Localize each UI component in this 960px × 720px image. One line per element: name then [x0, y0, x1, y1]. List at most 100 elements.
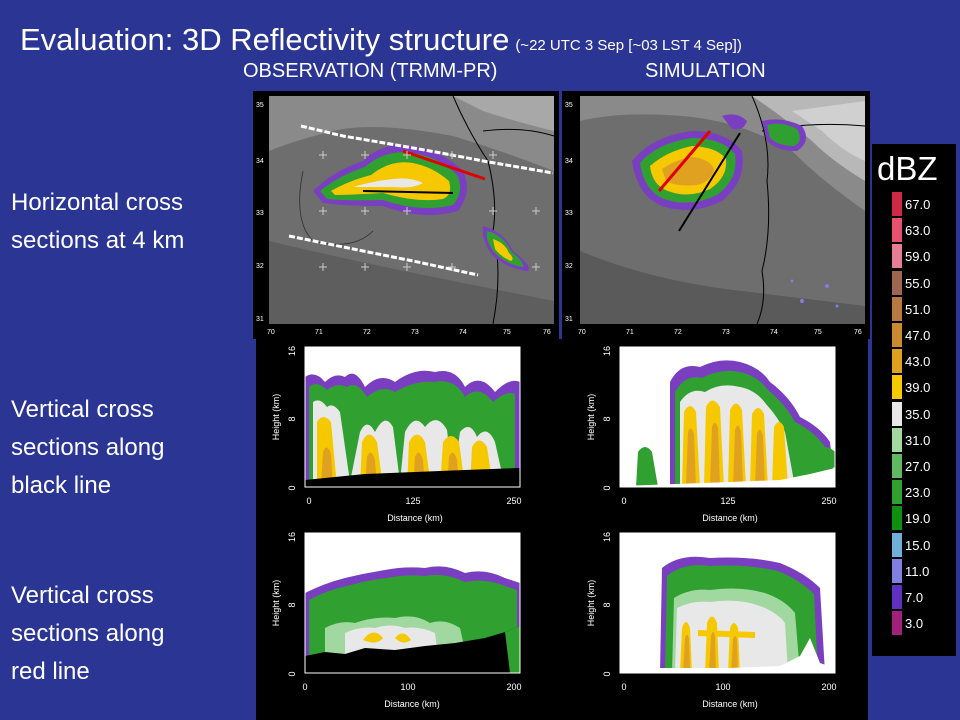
- vsec-obs-red-ylabel: Height (km): [271, 580, 281, 627]
- map-sim-lon-71: 71: [626, 329, 634, 336]
- legend-level: 31.0: [905, 432, 931, 448]
- legend-level: 23.0: [905, 485, 931, 501]
- map-sim-lon-73: 73: [722, 329, 730, 336]
- vsec-obs-red-y-0: 0: [287, 671, 297, 676]
- map-sim-lon-76: 76: [854, 329, 862, 336]
- vsec-obs-black-xlabel: Distance (km): [387, 513, 443, 523]
- vsec-sim-red-xlabel: Distance (km): [702, 699, 758, 709]
- vsec-sim-red: 0 8 16 Height (km) 0 100 200 Distance (k…: [580, 528, 845, 716]
- vsec-sim-black-x-0: 0: [621, 496, 626, 506]
- label-vertical-black-line-2: sections along: [11, 434, 165, 461]
- map-sim-lon-70: 70: [578, 329, 586, 336]
- vsec-obs-black-x-250: 250: [506, 496, 521, 506]
- legend-level: 59.0: [905, 249, 931, 265]
- map-obs-lon-72: 72: [363, 329, 371, 336]
- vsec-obs-black-y-0: 0: [287, 485, 297, 490]
- legend-swatch: [892, 558, 902, 583]
- legend-swatch: [892, 532, 902, 557]
- map-observation: 35 34 33 32 31 70 71 72 73 74 75 76: [253, 91, 559, 339]
- legend-swatch: [892, 506, 902, 531]
- legend-swatch: [892, 401, 902, 426]
- legend-swatch: [892, 375, 902, 400]
- legend-swatch: [892, 454, 902, 478]
- map-sim-lat-33: 33: [565, 210, 573, 217]
- map-simulation: 35 34 33 32 31 70 71 72 73 74 75 76: [562, 91, 870, 339]
- vsec-sim-red-y-16: 16: [602, 532, 612, 542]
- vsec-obs-red-x-100: 100: [400, 682, 415, 692]
- map-sim-lon-72: 72: [674, 329, 682, 336]
- vsec-sim-black-x-250: 250: [821, 496, 836, 506]
- label-vertical-black: Vertical cross sections along black line: [11, 391, 164, 505]
- legend-level: 35.0: [905, 406, 931, 422]
- legend-swatch: [892, 349, 902, 374]
- label-horizontal: Horizontal cross sections at 4 km: [11, 184, 184, 260]
- map-obs-lon-76: 76: [543, 329, 551, 336]
- map-obs-lon-75: 75: [503, 329, 511, 336]
- map-obs-lon-74: 74: [459, 329, 467, 336]
- label-vertical-red-line-3: red line: [11, 658, 90, 685]
- label-vertical-red-line-2: sections along: [11, 620, 165, 647]
- map-sim-lon-75: 75: [814, 329, 822, 336]
- map-obs-lat-33: 33: [256, 210, 264, 217]
- legend-swatch: [892, 296, 902, 321]
- legend-swatch: [892, 611, 902, 636]
- legend-swatch: [892, 270, 902, 295]
- label-vertical-black-line-1: Vertical cross: [11, 396, 154, 423]
- vsec-sim-black-x-125: 125: [720, 496, 735, 506]
- header-observation: OBSERVATION (TRMM-PR): [243, 60, 498, 82]
- vsec-sim-black-ylabel: Height (km): [586, 394, 596, 441]
- title-subtitle: (~22 UTC 3 Sep [~03 LST 4 Sep]): [515, 37, 742, 54]
- legend-swatch: [892, 585, 902, 609]
- legend-level: 47.0: [905, 328, 931, 343]
- map-obs-lat-32: 32: [256, 263, 264, 270]
- map-sim-lat-34: 34: [565, 158, 573, 165]
- color-legend: dBZ 67.0 63.0 59.0 55.0 51.0 47.0 43.0 39.0 35.0…: [872, 144, 956, 656]
- title-text: Evaluation: 3D Reflectivity structure: [20, 22, 510, 57]
- vsec-sim-black: 0 8 16 Height (km) 0 125 250 Distance (k…: [580, 342, 845, 530]
- header-simulation: SIMULATION: [645, 60, 766, 82]
- vsec-obs-red-x-0: 0: [302, 682, 307, 692]
- map-sim-lat-31: 31: [565, 316, 573, 323]
- vsec-obs-red-xlabel: Distance (km): [384, 699, 440, 709]
- label-horizontal-line-2: sections at 4 km: [11, 227, 185, 254]
- vsec-obs-black: 0 8 16 Height (km) 0 125 250 Distance (k…: [265, 342, 530, 530]
- legend-level: 7.0: [905, 590, 924, 605]
- vsec-sim-red-y-8: 8: [602, 602, 612, 607]
- legend-unit: dBZ: [877, 150, 938, 187]
- vsec-sim-red-x-0: 0: [621, 682, 626, 692]
- legend-swatch: [892, 192, 902, 216]
- legend-level: 55.0: [905, 275, 931, 291]
- vsec-obs-black-x-0: 0: [306, 496, 311, 506]
- map-obs-lon-70: 70: [267, 329, 275, 336]
- legend-swatch: [892, 244, 902, 269]
- vsec-sim-black-y-0: 0: [602, 485, 612, 490]
- legend-level: 27.0: [905, 459, 931, 474]
- vsec-sim-black-y-16: 16: [602, 346, 612, 356]
- legend-swatch: [892, 323, 902, 347]
- vsec-obs-red-y-16: 16: [287, 532, 297, 542]
- vsec-obs-red-x-200: 200: [506, 682, 521, 692]
- map-obs-lat-31: 31: [256, 316, 264, 323]
- vsec-sim-black-xlabel: Distance (km): [702, 513, 758, 523]
- slide-title: Evaluation: 3D Reflectivity structure (~2…: [20, 22, 742, 58]
- vsec-sim-red-x-200: 200: [821, 682, 836, 692]
- vsec-obs-black-y-8: 8: [287, 416, 297, 421]
- vsec-obs-black-ylabel: Height (km): [271, 394, 281, 441]
- label-vertical-red: Vertical cross sections along red line: [11, 577, 164, 691]
- label-horizontal-line-1: Horizontal cross: [11, 189, 184, 216]
- label-vertical-red-line-1: Vertical cross: [11, 582, 154, 609]
- vsec-sim-red-y-0: 0: [602, 671, 612, 676]
- map-sim-lon-74: 74: [770, 329, 778, 336]
- legend-swatch: [892, 218, 902, 243]
- legend-swatch: [892, 427, 902, 452]
- map-obs-lon-73: 73: [411, 329, 419, 336]
- legend-level: 43.0: [905, 354, 931, 370]
- vsec-sim-red-ylabel: Height (km): [586, 580, 596, 627]
- map-obs-lon-71: 71: [315, 329, 323, 336]
- legend-level: 67.0: [905, 197, 931, 212]
- map-obs-lat-35: 35: [256, 102, 264, 109]
- legend-level: 3.0: [905, 616, 924, 632]
- label-vertical-black-line-3: black line: [11, 472, 112, 499]
- vsec-obs-red-y-8: 8: [287, 602, 297, 607]
- vsec-sim-black-y-8: 8: [602, 416, 612, 421]
